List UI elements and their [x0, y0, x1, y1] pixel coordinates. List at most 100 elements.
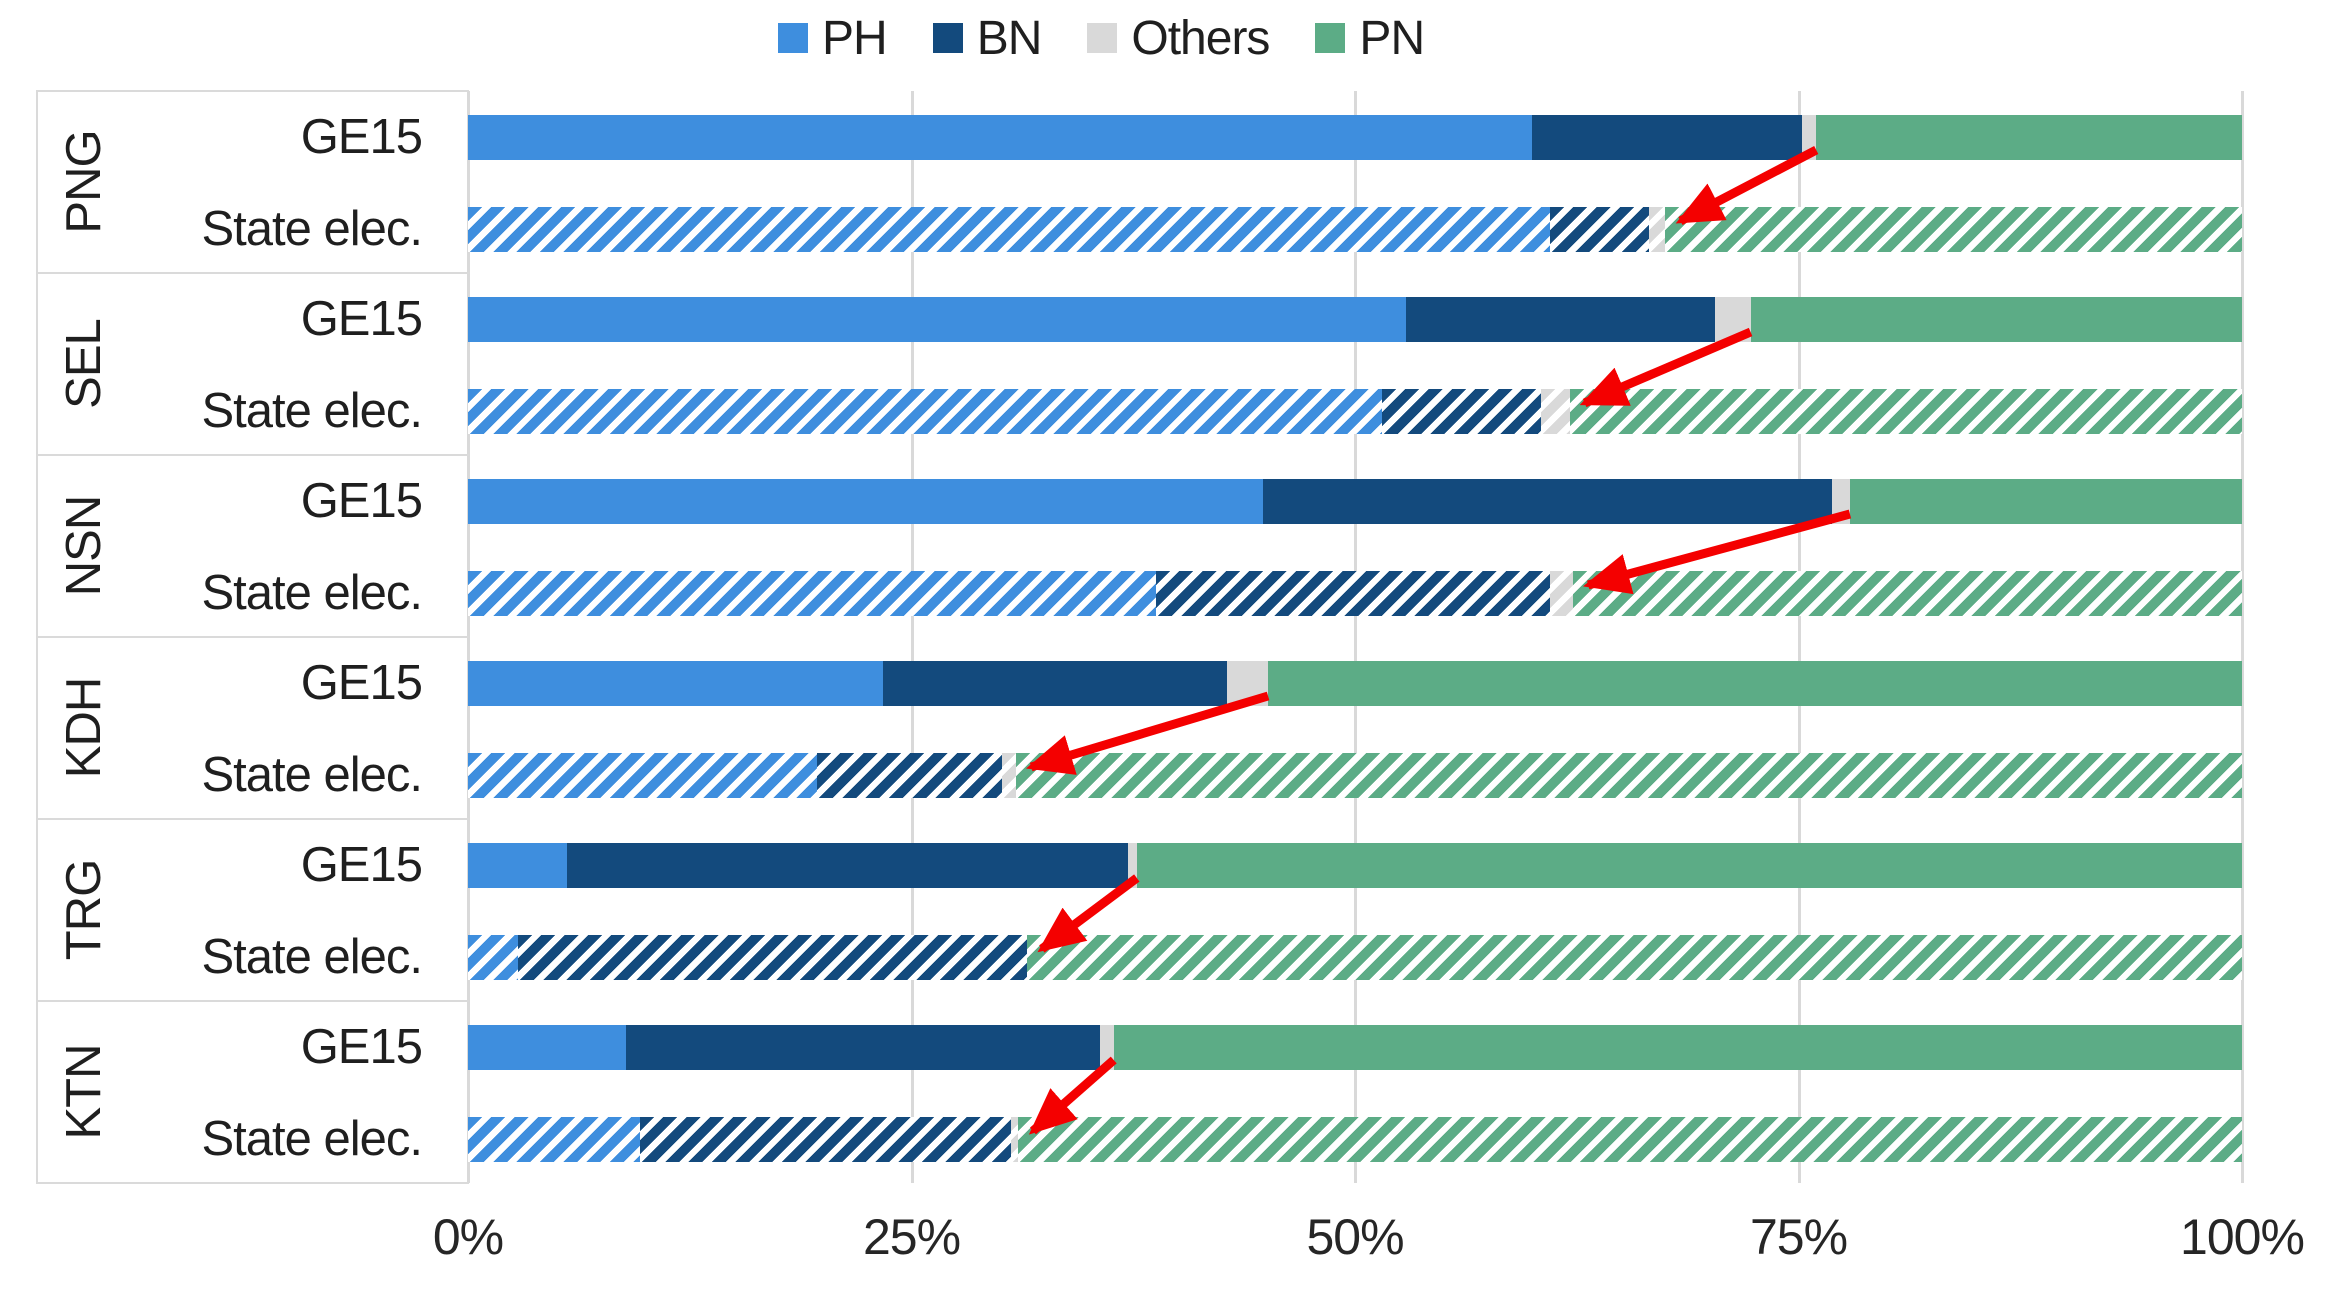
bar-nsn-state — [468, 571, 2242, 616]
group-label-sel: SEL — [57, 319, 111, 409]
row-label-state-elec: State elec. — [201, 202, 423, 256]
segment-bn — [1550, 207, 1650, 252]
segment-pn — [1113, 1025, 2242, 1070]
legend-item-bn: BN — [932, 11, 1043, 66]
bar-png-ge15 — [468, 115, 2242, 160]
segment-bn — [625, 1025, 1100, 1070]
segment-others — [1832, 479, 1850, 524]
legend-label: PH — [822, 11, 888, 65]
segment-bn — [817, 753, 1002, 798]
x-axis-tick-label: 0% — [432, 1209, 504, 1265]
legend-item-others: Others — [1087, 11, 1270, 66]
x-axis-tick-label: 75% — [1749, 1209, 1848, 1265]
bar-kdh-state — [468, 753, 2242, 798]
segment-ph — [468, 935, 518, 980]
group-label-nsn: NSN — [57, 495, 111, 597]
segment-ph — [468, 661, 884, 706]
legend-swatch-icon — [1087, 23, 1118, 53]
segment-others — [1010, 1117, 1018, 1162]
group-label-kdh: KDH — [57, 677, 111, 779]
segment-bn — [567, 843, 1128, 888]
row-label-state-elec: State elec. — [201, 930, 423, 984]
row-label-ge15: GE15 — [300, 474, 423, 528]
segment-bn — [1532, 115, 1803, 160]
segment-others — [1127, 843, 1137, 888]
bar-nsn-ge15 — [468, 479, 2242, 524]
label-panel-divider — [36, 636, 469, 638]
bar-ktn-ge15 — [468, 1025, 2242, 1070]
group-label-png: PNG — [57, 130, 111, 234]
segment-bn — [883, 661, 1228, 706]
segment-ph — [468, 843, 568, 888]
segment-bn — [1381, 389, 1542, 434]
segment-ph — [468, 1117, 641, 1162]
x-axis-tick-label: 100% — [2180, 1209, 2305, 1265]
legend-swatch-icon — [932, 23, 963, 53]
legend-swatch-icon — [1315, 23, 1346, 53]
segment-ph — [468, 753, 818, 798]
segment-pn — [1268, 661, 2242, 706]
segment-pn — [1816, 115, 2242, 160]
x-gridline — [1797, 91, 1801, 1183]
row-label-ge15: GE15 — [300, 1020, 423, 1074]
segment-pn — [1665, 207, 2242, 252]
row-label-ge15: GE15 — [300, 838, 423, 892]
segment-others — [1227, 661, 1269, 706]
legend-swatch-icon — [778, 23, 808, 53]
label-panel-divider — [36, 90, 469, 92]
segment-others — [1715, 297, 1751, 342]
bar-ktn-state — [468, 1117, 2242, 1162]
legend-label: BN — [976, 11, 1043, 65]
segment-others — [1550, 571, 1574, 616]
segment-pn — [1573, 571, 2242, 616]
legend-item-ph: PH — [778, 11, 888, 66]
x-gridline — [2241, 91, 2244, 1183]
legend-item-pn: PN — [1315, 11, 1425, 66]
segment-bn — [1262, 479, 1833, 524]
segment-ph — [468, 571, 1157, 616]
x-axis-tick-label: 50% — [1306, 1209, 1404, 1265]
legend: PH BN Others PN — [778, 11, 1425, 66]
segment-pn — [1026, 935, 2242, 980]
x-gridline — [1354, 91, 1357, 1183]
segment-pn — [1016, 753, 2242, 798]
bar-png-state — [468, 207, 2242, 252]
segment-ph — [468, 389, 1382, 434]
label-panel-divider — [36, 818, 469, 820]
bar-trg-ge15 — [468, 843, 2242, 888]
bar-sel-ge15 — [468, 297, 2242, 342]
legend-label: Others — [1131, 11, 1270, 65]
label-panel-divider — [36, 454, 469, 456]
x-axis-tick-label: 25% — [862, 1209, 961, 1265]
label-panel-divider — [36, 272, 469, 274]
row-label-ge15: GE15 — [300, 110, 423, 164]
x-gridline — [910, 91, 914, 1183]
row-label-state-elec: State elec. — [201, 748, 423, 802]
bar-trg-state — [468, 935, 2242, 980]
legend-label: PN — [1359, 11, 1425, 65]
label-panel-divider — [36, 1000, 469, 1002]
segment-ph — [468, 115, 1533, 160]
segment-pn — [1750, 297, 2242, 342]
segment-pn — [1849, 479, 2242, 524]
segment-ph — [468, 207, 1551, 252]
segment-others — [1001, 753, 1017, 798]
segment-bn — [517, 935, 1027, 980]
group-label-trg: TRG — [57, 859, 111, 961]
bar-kdh-ge15 — [468, 661, 2242, 706]
row-label-ge15: GE15 — [300, 656, 423, 710]
row-label-ge15: GE15 — [300, 292, 423, 346]
group-label-ktn: KTN — [57, 1044, 111, 1140]
segment-others — [1802, 115, 1817, 160]
segment-ph — [468, 479, 1263, 524]
row-label-state-elec: State elec. — [201, 566, 423, 620]
row-label-state-elec: State elec. — [201, 384, 423, 438]
segment-bn — [1406, 297, 1716, 342]
segment-pn — [1569, 389, 2242, 434]
segment-pn — [1136, 843, 2242, 888]
bar-sel-state — [468, 389, 2242, 434]
segment-bn — [640, 1117, 1011, 1162]
